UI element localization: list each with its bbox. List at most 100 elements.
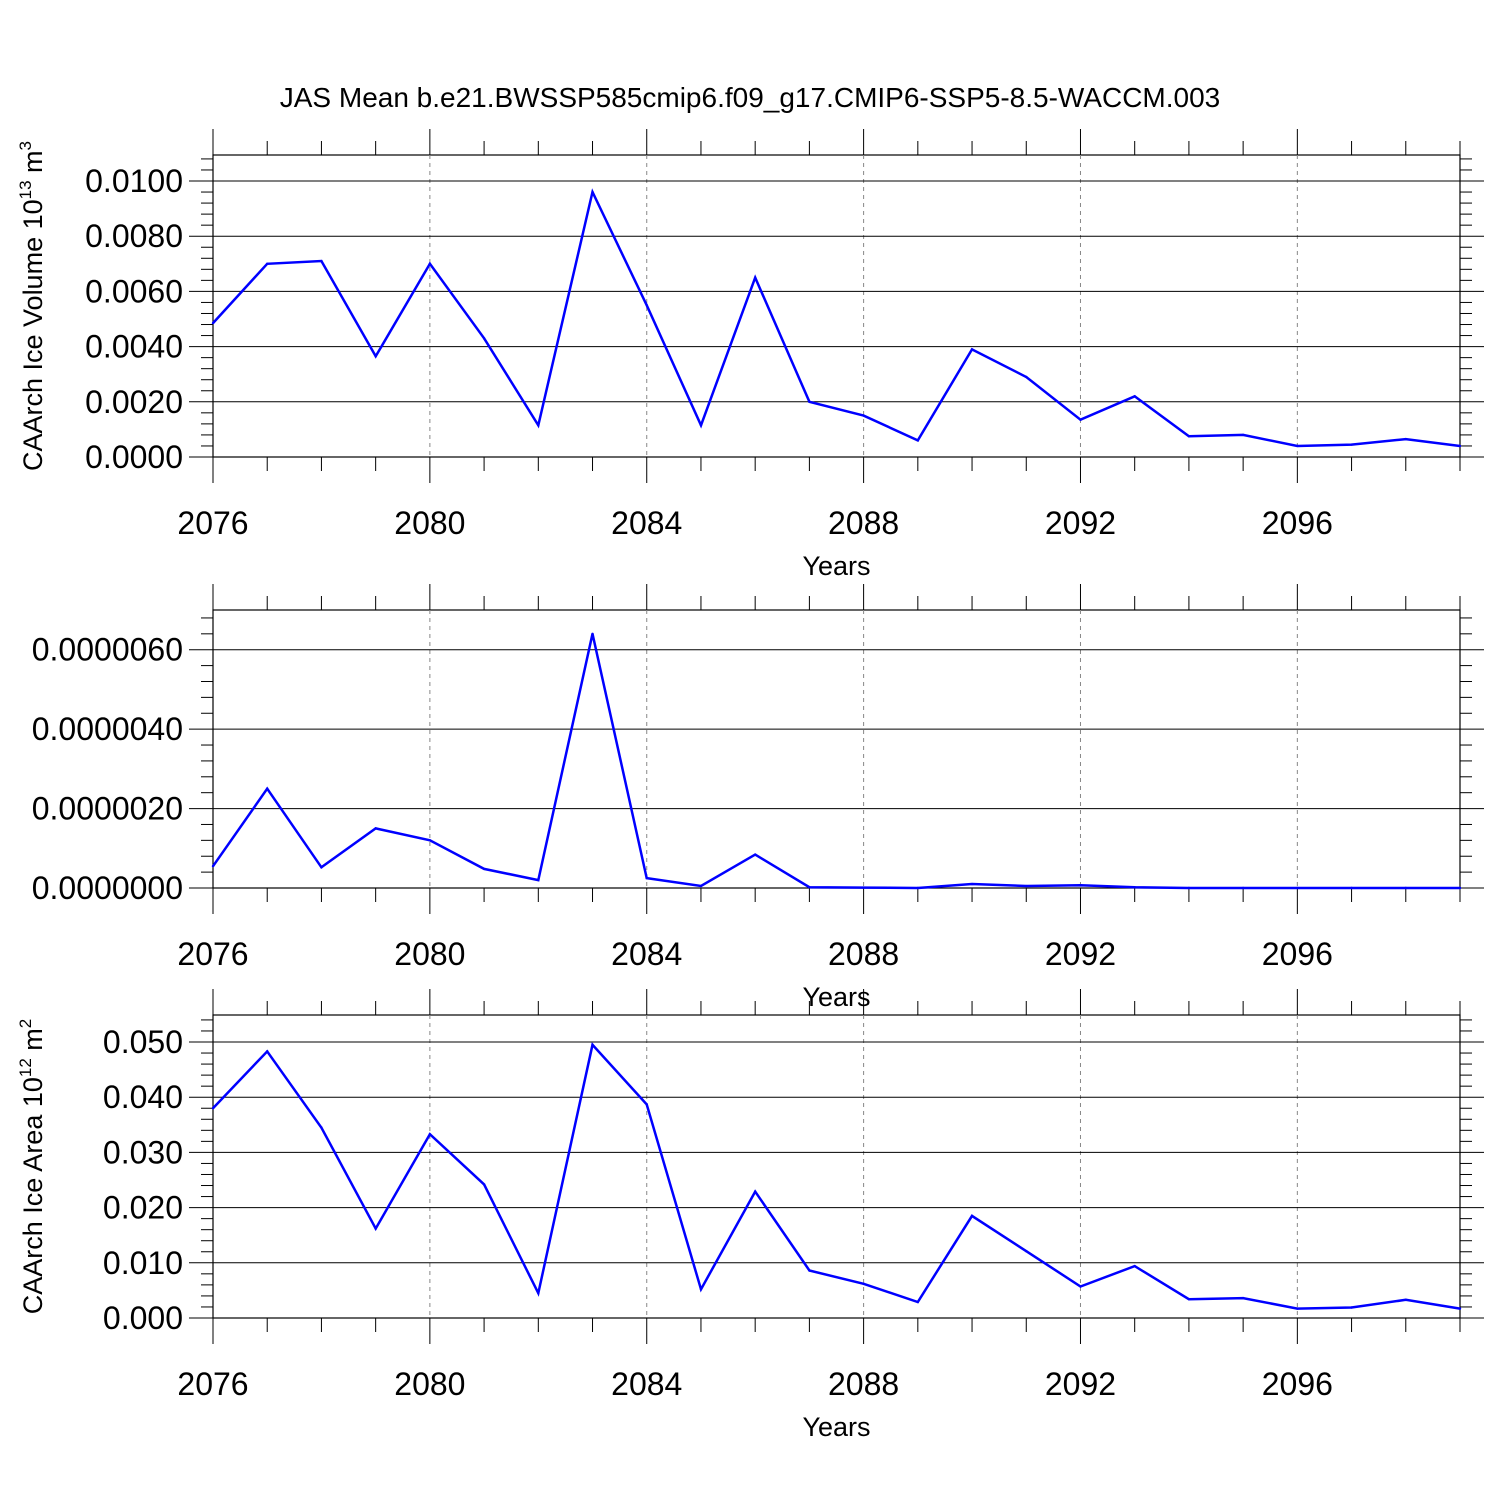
data-point-2084 (645, 304, 648, 307)
x-tick-label: 2088 (828, 1366, 899, 1402)
data-point-2079 (374, 827, 377, 830)
data-point-2076 (211, 1107, 215, 1110)
x-tick-label: 2084 (611, 936, 682, 972)
data-point-2082 (537, 424, 540, 427)
data-point-2080 (428, 262, 432, 265)
x-axis-label: Years (802, 982, 870, 1012)
data-point-2092 (1079, 884, 1082, 887)
data-point-2088 (862, 1282, 865, 1285)
y-axis-label: CAArch Ice Volume 1013 m3 (16, 141, 48, 471)
data-point-2090 (970, 1214, 974, 1218)
data-point-2085 (699, 1288, 703, 1291)
data-point-2083 (591, 632, 594, 636)
y-axis-label: CAArch Ice Area 1012 m2 (16, 1019, 48, 1315)
data-point-2098 (1404, 1298, 1407, 1301)
series-line (212, 1042, 1461, 1310)
data-point-2079 (374, 355, 377, 358)
data-point-2089 (916, 1300, 920, 1304)
data-point-2078 (320, 866, 323, 869)
y-tick-label: 0.050 (103, 1024, 183, 1060)
data-point-2085 (699, 424, 703, 427)
data-point-2077 (266, 262, 269, 265)
data-point-2084 (645, 1103, 648, 1106)
data-point-2094 (1187, 435, 1191, 438)
y-tick-label: 0.000 (103, 1300, 183, 1336)
data-point-2095 (1241, 886, 1245, 890)
data-point-2085 (699, 884, 703, 888)
data-point-2099 (1458, 886, 1462, 890)
y-tick-label: 0.020 (103, 1190, 183, 1226)
data-point-2090 (970, 882, 974, 886)
x-tick-label: 2088 (828, 505, 899, 541)
data-point-2086 (753, 853, 757, 856)
data-point-2096 (1296, 1307, 1299, 1310)
data-point-2083 (591, 1043, 594, 1046)
data-point-2092 (1079, 1285, 1082, 1288)
data-point-2077 (266, 1050, 269, 1053)
data-point-2096 (1296, 886, 1299, 890)
data-point-2081 (482, 867, 486, 871)
y-tick-label: 0.0000040 (32, 711, 183, 747)
data-point-2094 (1187, 1298, 1191, 1301)
x-tick-label: 2096 (1262, 936, 1333, 972)
y-tick-label: 0.0020 (85, 384, 183, 420)
data-point-2095 (1241, 1296, 1245, 1300)
y-tick-label: 0.0000000 (32, 870, 183, 906)
y-tick-label: 0.010 (103, 1245, 183, 1281)
x-tick-label: 2092 (1045, 505, 1116, 541)
data-point-2099 (1458, 444, 1462, 448)
x-tick-label: 2088 (828, 936, 899, 972)
data-point-2089 (916, 886, 920, 890)
y-tick-label: 0.0000 (85, 439, 183, 475)
x-tick-label: 2076 (177, 505, 248, 541)
data-point-2094 (1187, 886, 1191, 890)
x-tick-label: 2096 (1262, 1366, 1333, 1402)
data-point-2087 (808, 1269, 811, 1272)
data-point-2091 (1025, 1250, 1028, 1253)
plot-frame (212, 1014, 1461, 1319)
data-point-2078 (320, 1126, 323, 1129)
data-point-2096 (1296, 444, 1299, 448)
y-tick-label: 0.030 (103, 1134, 183, 1170)
data-point-2091 (1025, 375, 1028, 379)
data-point-2093 (1133, 886, 1136, 889)
x-tick-label: 2092 (1045, 1366, 1116, 1402)
y-tick-label: 0.0100 (85, 163, 183, 199)
data-point-2079 (374, 1227, 377, 1230)
panel-ice-volume: 2076 2080 2084 2088 2092 2096 Years 0.0000 0.002… (16, 129, 1484, 581)
data-point-2093 (1133, 1264, 1136, 1268)
panel-middle: 2076 2080 2084 2088 2092 2096 Years 0.0000000 0.… (32, 584, 1484, 1012)
data-point-2080 (428, 1132, 432, 1136)
data-point-2098 (1404, 886, 1407, 890)
y-tick-label: 0.0080 (85, 218, 183, 254)
data-point-2097 (1350, 443, 1353, 446)
data-point-2099 (1458, 1307, 1462, 1310)
x-axis-label: Years (802, 1412, 870, 1442)
data-point-2076 (211, 864, 215, 868)
data-point-2076 (211, 321, 215, 325)
plot-frame (212, 154, 1461, 458)
data-point-2086 (753, 276, 757, 279)
data-point-2081 (482, 337, 486, 340)
y-tick-label: 0.0060 (85, 273, 183, 309)
chart-title: JAS Mean b.e21.BWSSP585cmip6.f09_g17.CMI… (279, 82, 1221, 113)
data-point-2093 (1133, 395, 1136, 398)
data-point-2091 (1025, 884, 1028, 888)
data-point-2089 (916, 439, 920, 442)
data-point-2078 (320, 259, 323, 263)
data-point-2088 (862, 886, 865, 889)
data-point-2084 (645, 876, 648, 880)
data-point-2083 (591, 190, 594, 194)
data-point-2098 (1404, 437, 1407, 441)
plot-frame (212, 609, 1461, 889)
y-tick-label: 0.0000020 (32, 791, 183, 827)
x-tick-label: 2092 (1045, 936, 1116, 972)
data-point-2092 (1079, 418, 1082, 421)
data-point-2087 (808, 886, 811, 889)
data-point-2086 (753, 1190, 757, 1193)
panel-ice-area: 2076 2080 2084 2088 2092 2096 Years 0.000 0.010 0… (16, 989, 1484, 1442)
data-point-2077 (266, 787, 269, 790)
data-point-2080 (428, 839, 432, 842)
y-tick-label: 0.040 (103, 1079, 183, 1115)
x-tick-label: 2080 (394, 505, 465, 541)
